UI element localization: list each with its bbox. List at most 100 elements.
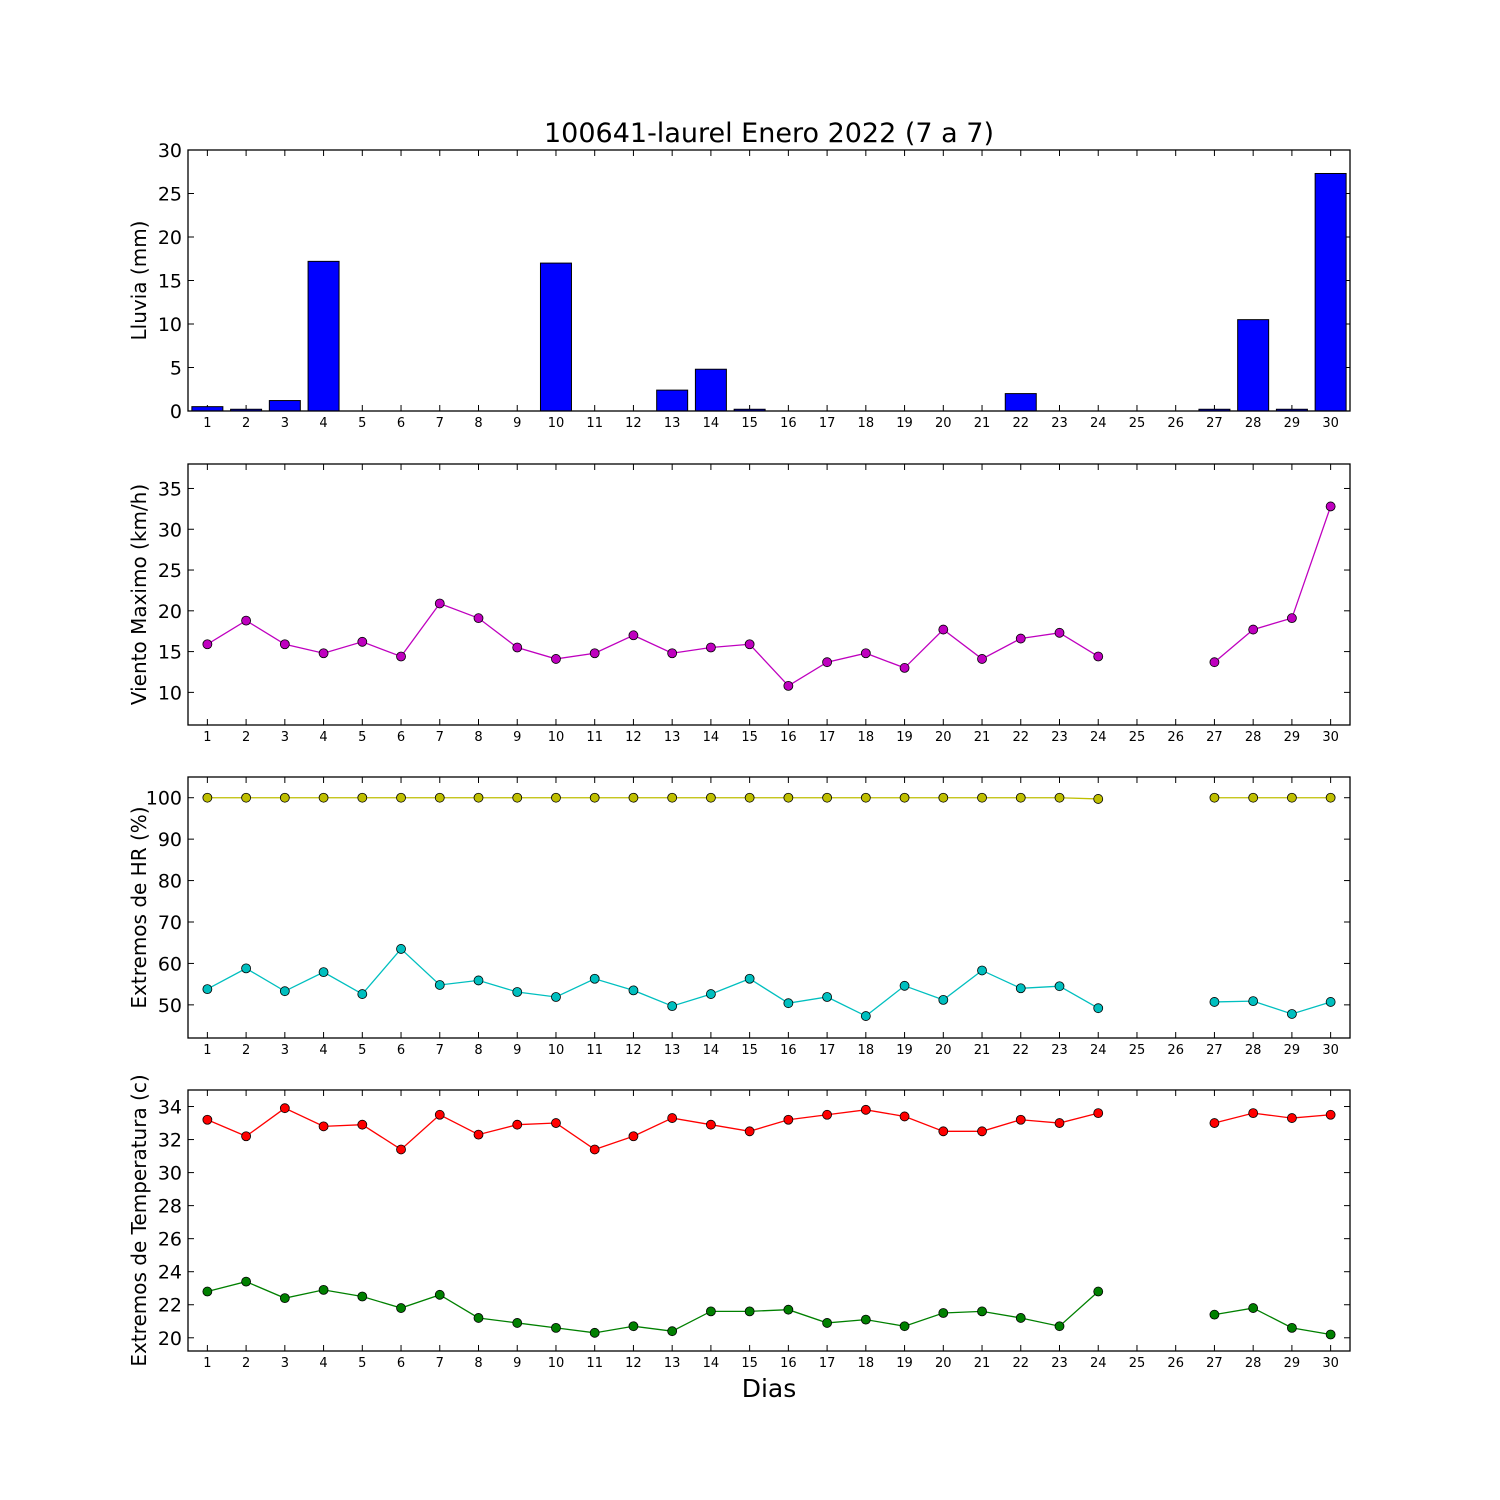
series-1-point-day-27 <box>1209 792 1220 803</box>
series-1-point-day-2 <box>241 615 252 626</box>
series-1-point-day-14 <box>706 792 716 803</box>
panel-frame <box>187 149 1351 412</box>
y-tick-label: 0 <box>170 401 182 423</box>
x-tick-label: 14 <box>703 416 720 431</box>
series-2-point-day-13 <box>667 1326 678 1337</box>
x-tick-label: 26 <box>1167 730 1184 745</box>
y-tick-label: 90 <box>158 829 182 851</box>
x-tick-label: 19 <box>896 1043 913 1058</box>
plot-area <box>191 172 1347 411</box>
series-1-point-day-5 <box>357 636 368 647</box>
series-1-line <box>207 797 1099 800</box>
series-2-point-day-3 <box>279 1293 290 1304</box>
x-tick-label: 5 <box>358 730 366 745</box>
y-axis-label: Extremos de HR (%) <box>127 806 151 1008</box>
series-1-point-day-12 <box>628 1131 639 1142</box>
y-tick-label: 10 <box>158 682 182 704</box>
series-2-point-day-21 <box>977 965 987 976</box>
x-tick-label: 29 <box>1284 1043 1301 1058</box>
panel-2: 1 2 3 4 5 6 7 8 9 10 11 12 13 14 15 16 17 18 19 20 21 22 23 24 2… <box>127 463 1351 745</box>
x-tick-label: 4 <box>319 1356 327 1371</box>
series-1-point-day-7 <box>434 1109 445 1120</box>
series-1-point-day-18 <box>860 792 871 803</box>
series-1-point-day-7 <box>434 598 445 609</box>
series-2-point-day-11 <box>589 973 600 984</box>
x-tick-label: 8 <box>474 1043 482 1058</box>
x-tick-label: 26 <box>1167 416 1184 431</box>
series-1-point-day-2 <box>241 1131 252 1142</box>
series-1-point-day-28 <box>1248 792 1259 803</box>
series-2-point-day-10 <box>551 1322 561 1333</box>
series-1-point-day-19 <box>899 792 910 803</box>
y-tick-label: 24 <box>158 1262 182 1284</box>
panel-frame <box>187 1089 1351 1352</box>
rain-bar-day-4 <box>307 260 340 411</box>
x-tick-label: 17 <box>819 730 836 745</box>
series-2-point-day-24 <box>1093 1286 1104 1297</box>
series-1-point-day-22 <box>1015 792 1026 803</box>
x-tick-label: 6 <box>397 1043 405 1058</box>
series-1-point-day-8 <box>473 1129 484 1140</box>
series-2-point-day-23 <box>1054 1321 1065 1332</box>
series-2-point-day-16 <box>783 1304 794 1315</box>
plot-area <box>202 792 1336 1021</box>
series-2-point-day-17 <box>822 992 832 1002</box>
x-tick-label: 13 <box>664 1356 681 1371</box>
series-1-point-day-17 <box>822 792 832 803</box>
series-2-point-day-29 <box>1287 1009 1297 1019</box>
y-tick-label: 30 <box>158 519 182 541</box>
y-tick-label: 100 <box>146 788 182 810</box>
y-tick-label: 35 <box>158 478 182 500</box>
x-tick-label: 2 <box>242 1043 250 1058</box>
x-tick-label: 25 <box>1129 416 1146 431</box>
series-2-point-day-6 <box>396 944 406 954</box>
series-1-point-day-8 <box>473 792 484 803</box>
x-tick-label: 14 <box>703 1356 720 1371</box>
x-tick-label: 5 <box>358 1043 366 1058</box>
x-tick-label: 24 <box>1090 730 1107 745</box>
series-2-point-day-4 <box>318 1284 329 1295</box>
y-tick-label: 20 <box>158 227 182 249</box>
x-tick-label: 4 <box>319 730 327 745</box>
y-tick-label: 25 <box>158 560 182 582</box>
x-tick-label: 28 <box>1245 1043 1262 1058</box>
x-tick-label: 12 <box>625 416 642 431</box>
x-tick-label: 8 <box>474 730 482 745</box>
series-2-point-day-14 <box>706 989 716 999</box>
y-tick-label: 30 <box>158 140 182 162</box>
x-tick-label: 9 <box>513 1043 521 1058</box>
series-1-point-day-15 <box>744 639 755 650</box>
series-1-point-day-18 <box>860 648 871 659</box>
x-tick-label: 3 <box>281 1356 289 1371</box>
series-2-point-day-15 <box>744 973 755 984</box>
x-tick-label: 13 <box>664 730 681 745</box>
x-tick-label: 16 <box>780 1356 797 1371</box>
x-tick-label: 12 <box>625 730 642 745</box>
x-tick-label: 1 <box>203 416 211 431</box>
series-1-point-day-6 <box>396 792 406 803</box>
y-tick-label: 5 <box>170 358 182 380</box>
x-axis-label: Dias <box>742 1374 797 1403</box>
x-tick-label: 21 <box>974 730 991 745</box>
x-tick-label: 23 <box>1051 1043 1068 1058</box>
series-2-point-day-12 <box>628 1321 639 1332</box>
series-1-point-day-5 <box>357 792 368 803</box>
series-2-point-day-4 <box>318 967 329 978</box>
series-1-point-day-9 <box>512 1119 523 1130</box>
y-tick-label: 25 <box>158 184 182 206</box>
x-tick-label: 4 <box>319 416 327 431</box>
x-tick-label: 24 <box>1090 416 1107 431</box>
y-axis-label: Lluvia (mm) <box>127 221 151 341</box>
x-tick-label: 16 <box>780 1043 797 1058</box>
series-1-point-day-17 <box>822 1109 832 1120</box>
x-tick-label: 12 <box>625 1043 642 1058</box>
series-1-point-day-15 <box>744 792 755 803</box>
series-2-point-day-14 <box>706 1306 716 1317</box>
series-1-point-day-12 <box>628 792 639 803</box>
x-tick-label: 22 <box>1012 416 1029 431</box>
series-2-point-day-30 <box>1325 997 1336 1007</box>
series-1-point-day-23 <box>1054 627 1065 638</box>
series-2-point-day-28 <box>1248 1303 1259 1313</box>
series-1-point-day-9 <box>512 642 523 653</box>
